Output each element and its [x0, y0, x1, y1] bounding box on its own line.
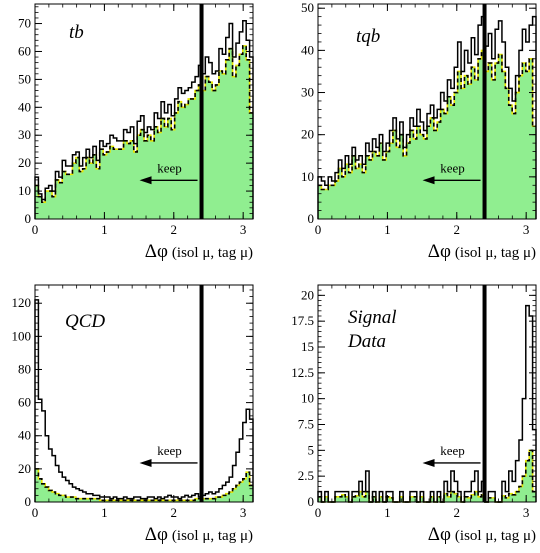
- chart-panel-3: keep 0 1 2 3 0 20 40 60 80 100 120 Δφ (isol μ, tag μ)…: [12, 284, 254, 545]
- y-tick-label: 15: [301, 339, 314, 354]
- x-tick-label: 1: [384, 505, 391, 520]
- y-tick-label: 70: [18, 16, 31, 31]
- keep-arrow-head: [422, 176, 435, 185]
- x-axis-title: Δφ (isol μ, tag μ): [145, 241, 253, 262]
- y-tick-label: 20: [18, 461, 31, 476]
- x-tick-label: 0: [315, 222, 322, 237]
- y-tick-label: 0: [25, 211, 32, 226]
- keep-label: keep: [157, 160, 182, 175]
- dashed-histogram-edge: [318, 449, 536, 503]
- keep-arrow-head: [139, 458, 152, 467]
- y-tick-label: 60: [18, 43, 31, 58]
- filled-histogram: [35, 468, 253, 502]
- x-tick-label: 3: [240, 505, 247, 520]
- keep-arrow-head: [422, 458, 435, 467]
- x-axis-title: Δφ (isol μ, tag μ): [428, 241, 536, 262]
- dashed-histogram-line: [35, 468, 253, 502]
- solid-histogram-line: [34, 20, 254, 219]
- x-axis-title: Δφ (isol μ, tag μ): [428, 524, 536, 545]
- y-tick-label: 2.5: [298, 468, 314, 483]
- solid-histogram-line: [317, 15, 537, 219]
- y-tick-label: 7.5: [298, 417, 314, 432]
- dashed-histogram-line: [35, 45, 253, 204]
- keep-label: keep: [440, 443, 465, 458]
- solid-histogram-line: [317, 304, 537, 503]
- x-tick-label: 3: [523, 222, 530, 237]
- dashed-histogram-line: [318, 449, 536, 503]
- keep-label: keep: [440, 160, 465, 175]
- solid-histogram-line: [34, 299, 254, 502]
- y-tick-label: 10: [18, 183, 31, 198]
- x-tick-label: 1: [384, 222, 391, 237]
- x-tick-label: 1: [101, 222, 108, 237]
- plot-frame: [317, 3, 537, 220]
- y-tick-label: 50: [18, 71, 31, 86]
- y-tick-label: 20: [18, 155, 31, 170]
- x-tick-label: 2: [454, 222, 461, 237]
- x-tick-label: 0: [32, 505, 39, 520]
- panel-label: QCD: [65, 311, 105, 332]
- keep-label: keep: [157, 443, 182, 458]
- x-axis-title: Δφ (isol μ, tag μ): [145, 524, 253, 545]
- y-tick-label: 0: [308, 211, 315, 226]
- x-tick-label: 0: [32, 222, 39, 237]
- chart-panel-4: keep 0 1 2 3 0 2.5 5 7.5 10 12.5 15 17.5 20 Δφ (isol μ,…: [291, 284, 537, 545]
- panel-label: Signal: [348, 307, 397, 328]
- x-tick-label: 1: [101, 505, 108, 520]
- x-tick-label: 0: [315, 505, 322, 520]
- x-tick-label: 3: [523, 505, 530, 520]
- y-tick-label: 40: [18, 428, 31, 443]
- plot-frame: [34, 3, 254, 220]
- y-tick-label: 30: [18, 127, 31, 142]
- y-tick-label: 40: [18, 99, 31, 114]
- y-tick-label: 5: [308, 442, 315, 457]
- y-tick-label: 12.5: [291, 365, 314, 380]
- panel-label: Data: [347, 331, 386, 352]
- y-tick-label: 30: [301, 85, 314, 100]
- y-tick-label: 0: [25, 494, 32, 509]
- x-tick-label: 2: [171, 505, 178, 520]
- keep-arrow-head: [139, 176, 152, 185]
- y-tick-label: 50: [301, 0, 314, 15]
- plot-frame: [34, 284, 254, 503]
- x-tick-label: 3: [240, 222, 247, 237]
- y-tick-label: 60: [18, 395, 31, 410]
- x-tick-label: 2: [454, 505, 461, 520]
- y-tick-label: 100: [12, 328, 32, 343]
- y-tick-label: 120: [12, 295, 32, 310]
- y-tick-label: 17.5: [291, 313, 314, 328]
- y-tick-label: 20: [301, 127, 314, 142]
- y-tick-label: 80: [18, 361, 31, 376]
- y-tick-label: 10: [301, 391, 314, 406]
- y-tick-label: 10: [301, 169, 314, 184]
- panel-label: tb: [69, 22, 84, 43]
- dashed-histogram-line: [318, 49, 536, 191]
- y-tick-label: 40: [301, 42, 314, 57]
- y-tick-label: 20: [301, 287, 314, 302]
- filled-histogram: [318, 450, 536, 502]
- panel-label: tqb: [356, 26, 380, 47]
- x-tick-label: 2: [171, 222, 178, 237]
- y-tick-label: 0: [308, 494, 315, 509]
- dashed-histogram-edge: [35, 468, 253, 502]
